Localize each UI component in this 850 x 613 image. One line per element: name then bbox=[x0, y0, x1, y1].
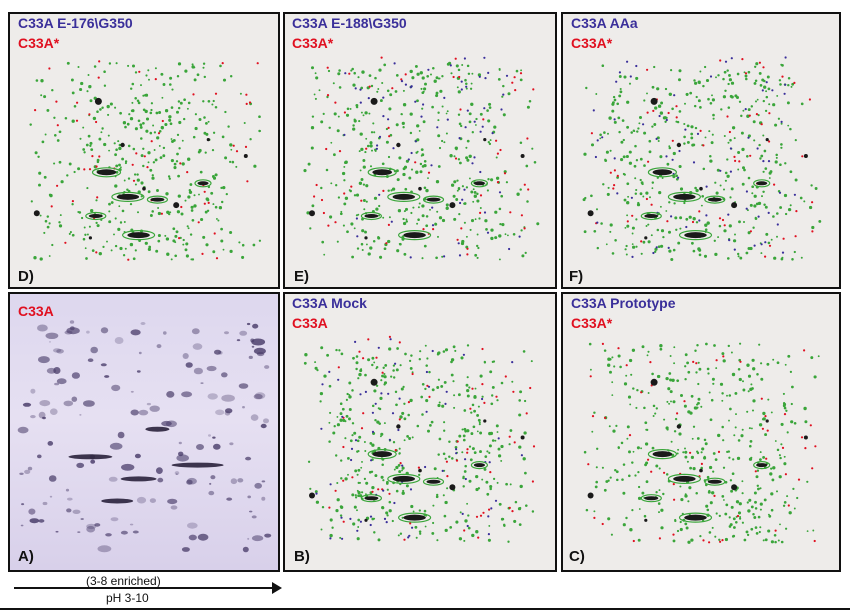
panel-b-letter: B) bbox=[294, 548, 310, 565]
panel-d-letter: D) bbox=[18, 268, 34, 285]
panel-a-letter: A) bbox=[18, 548, 34, 565]
panel-c: C33A Prototype C33A* C) bbox=[561, 292, 841, 572]
panel-c-sub-label: C33A* bbox=[571, 315, 613, 331]
panel-b-sub-label: C33A bbox=[292, 315, 328, 331]
ph-axis-arrow-icon bbox=[272, 582, 282, 594]
ph-axis-line bbox=[14, 587, 280, 589]
panel-e-top-label: C33A E-188\G350 bbox=[292, 15, 407, 31]
panel-b-top-label: C33A Mock bbox=[292, 295, 367, 311]
panel-f-sub-label: C33A* bbox=[571, 35, 613, 51]
panel-f: C33A AAa C33A* F) bbox=[561, 12, 841, 289]
panel-f-top-label: C33A AAa bbox=[571, 15, 638, 31]
panel-f-spot-map bbox=[582, 56, 822, 262]
panel-c-top-label: C33A Prototype bbox=[571, 295, 676, 311]
panel-d-spot-map bbox=[29, 60, 262, 261]
panel-c-letter: C) bbox=[569, 548, 585, 565]
panel-a-gel-image bbox=[17, 320, 272, 553]
panel-f-letter: F) bbox=[569, 268, 584, 285]
panel-b: C33A Mock C33A B) bbox=[283, 292, 557, 572]
panel-c-spot-map bbox=[583, 342, 820, 544]
panel-b-spot-map bbox=[303, 335, 536, 543]
bottom-rule bbox=[0, 608, 850, 610]
panel-d-top-label: C33A E-176\G350 bbox=[18, 15, 133, 31]
panel-e-spot-map bbox=[303, 56, 540, 261]
panel-e-sub-label: C33A* bbox=[292, 35, 334, 51]
axis-sublabel: (3-8 enriched) bbox=[86, 574, 161, 588]
panel-e: C33A E-188\G350 C33A* E) bbox=[283, 12, 557, 289]
panel-d-sub-label: C33A* bbox=[18, 35, 60, 51]
panel-d: C33A E-176\G350 C33A* D) bbox=[8, 12, 280, 289]
axis-label: pH 3-10 bbox=[106, 591, 149, 605]
panel-e-letter: E) bbox=[294, 268, 309, 285]
panel-a-top-label: C33A bbox=[18, 303, 54, 319]
panel-a: C33A A) bbox=[8, 292, 280, 572]
